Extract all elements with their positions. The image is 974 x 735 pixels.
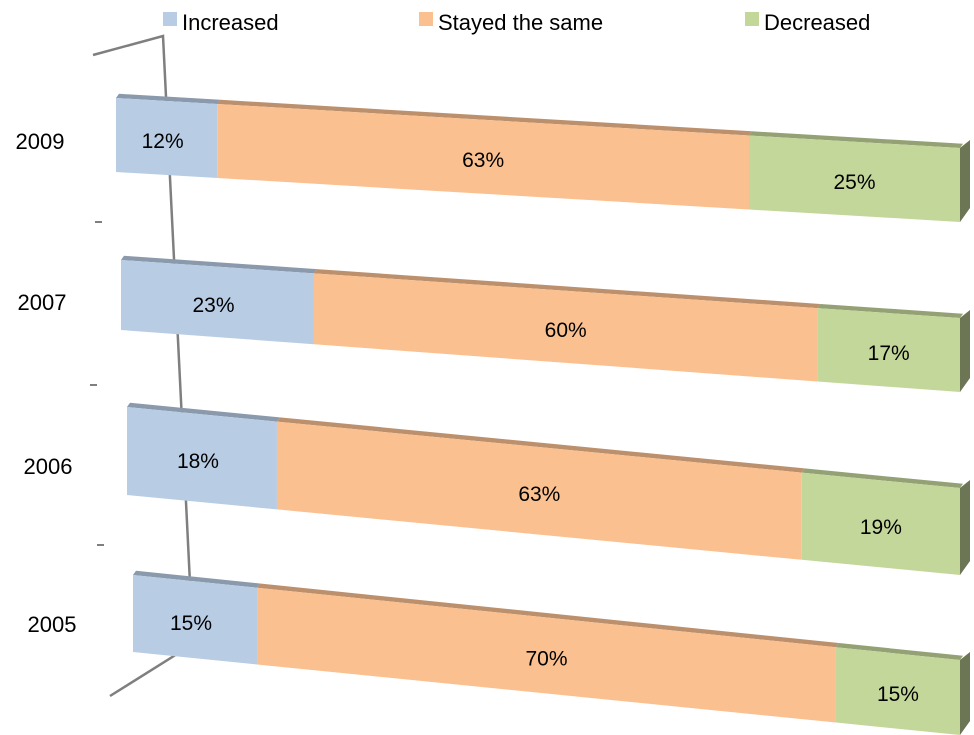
data-label-2007-increased: 23% xyxy=(192,294,234,317)
bar-2009-decreased-top xyxy=(749,131,963,148)
bar-2007-decreased xyxy=(817,308,960,392)
data-label-2007-decreased: 17% xyxy=(868,342,910,365)
data-label-2005-increased: 15% xyxy=(170,612,212,635)
bar-2006-decreased-top xyxy=(801,468,963,488)
bar-2007-stayed-the-same-top xyxy=(313,269,821,309)
bar-end-cap-2005 xyxy=(960,652,970,735)
category-label-2005: 2005 xyxy=(28,612,77,637)
bar-2006-stayed-the-same-top xyxy=(276,417,805,473)
bar-2007-increased xyxy=(121,260,314,345)
bar-2009-stayed-the-same xyxy=(217,104,749,210)
bar-2005-decreased xyxy=(835,647,960,735)
bar-2005-stayed-the-same xyxy=(257,587,836,723)
legend-swatch-decreased xyxy=(745,12,759,26)
data-label-2009-increased: 12% xyxy=(142,130,184,153)
data-label-2006-decreased: 19% xyxy=(860,516,902,539)
legend-swatch-stayed-the-same xyxy=(419,12,433,26)
plot-area: 2009 12% 63% 25% 2007 23% 60% 17% 2006 18% 63% 19% 2… xyxy=(16,93,970,735)
data-label-2006-increased: 18% xyxy=(177,450,219,473)
legend-swatch-increased xyxy=(163,12,177,26)
bar-2005-decreased-top xyxy=(835,643,963,660)
data-label-2007-stayed-the-same: 60% xyxy=(545,319,587,342)
bar-2007-stayed-the-same xyxy=(313,273,818,382)
data-label-2006-stayed-the-same: 63% xyxy=(518,483,560,506)
bar-2005-stayed-the-same-top xyxy=(257,583,839,648)
category-label-2009: 2009 xyxy=(16,129,65,154)
bar-2006-increased xyxy=(127,407,277,510)
bar-end-cap-2007 xyxy=(960,310,970,392)
data-label-2009-decreased: 25% xyxy=(833,171,875,194)
category-label-2006: 2006 xyxy=(24,454,73,479)
legend: Increased Stayed the same Decreased xyxy=(163,10,870,35)
bar-2009-decreased xyxy=(749,135,960,222)
legend-label-increased: Increased xyxy=(182,10,279,35)
bar-2006-stayed-the-same xyxy=(276,421,802,560)
legend-label-stayed-the-same: Stayed the same xyxy=(438,10,603,35)
data-label-2005-stayed-the-same: 70% xyxy=(525,648,567,671)
axis-wall xyxy=(92,34,195,698)
bar-2007-decreased-top xyxy=(817,303,963,318)
data-label-2009-stayed-the-same: 63% xyxy=(462,149,504,172)
bar-2009-increased xyxy=(116,98,218,178)
category-label-2007: 2007 xyxy=(18,290,67,315)
data-label-2005-decreased: 15% xyxy=(877,683,919,706)
bar-2007-increased-top xyxy=(121,255,317,274)
legend-label-decreased: Decreased xyxy=(764,10,870,35)
bar-end-cap-2009 xyxy=(960,140,970,222)
bar-2006-increased-top xyxy=(127,402,280,422)
bar-2005-increased xyxy=(133,575,258,665)
bar-end-cap-2006 xyxy=(960,480,970,575)
bar-2009-increased-top xyxy=(116,93,221,104)
category-axis xyxy=(90,34,195,698)
bar-2006-decreased xyxy=(801,472,960,575)
bar-2005-increased-top xyxy=(133,570,261,588)
bar-2009-stayed-the-same-top xyxy=(217,99,752,136)
